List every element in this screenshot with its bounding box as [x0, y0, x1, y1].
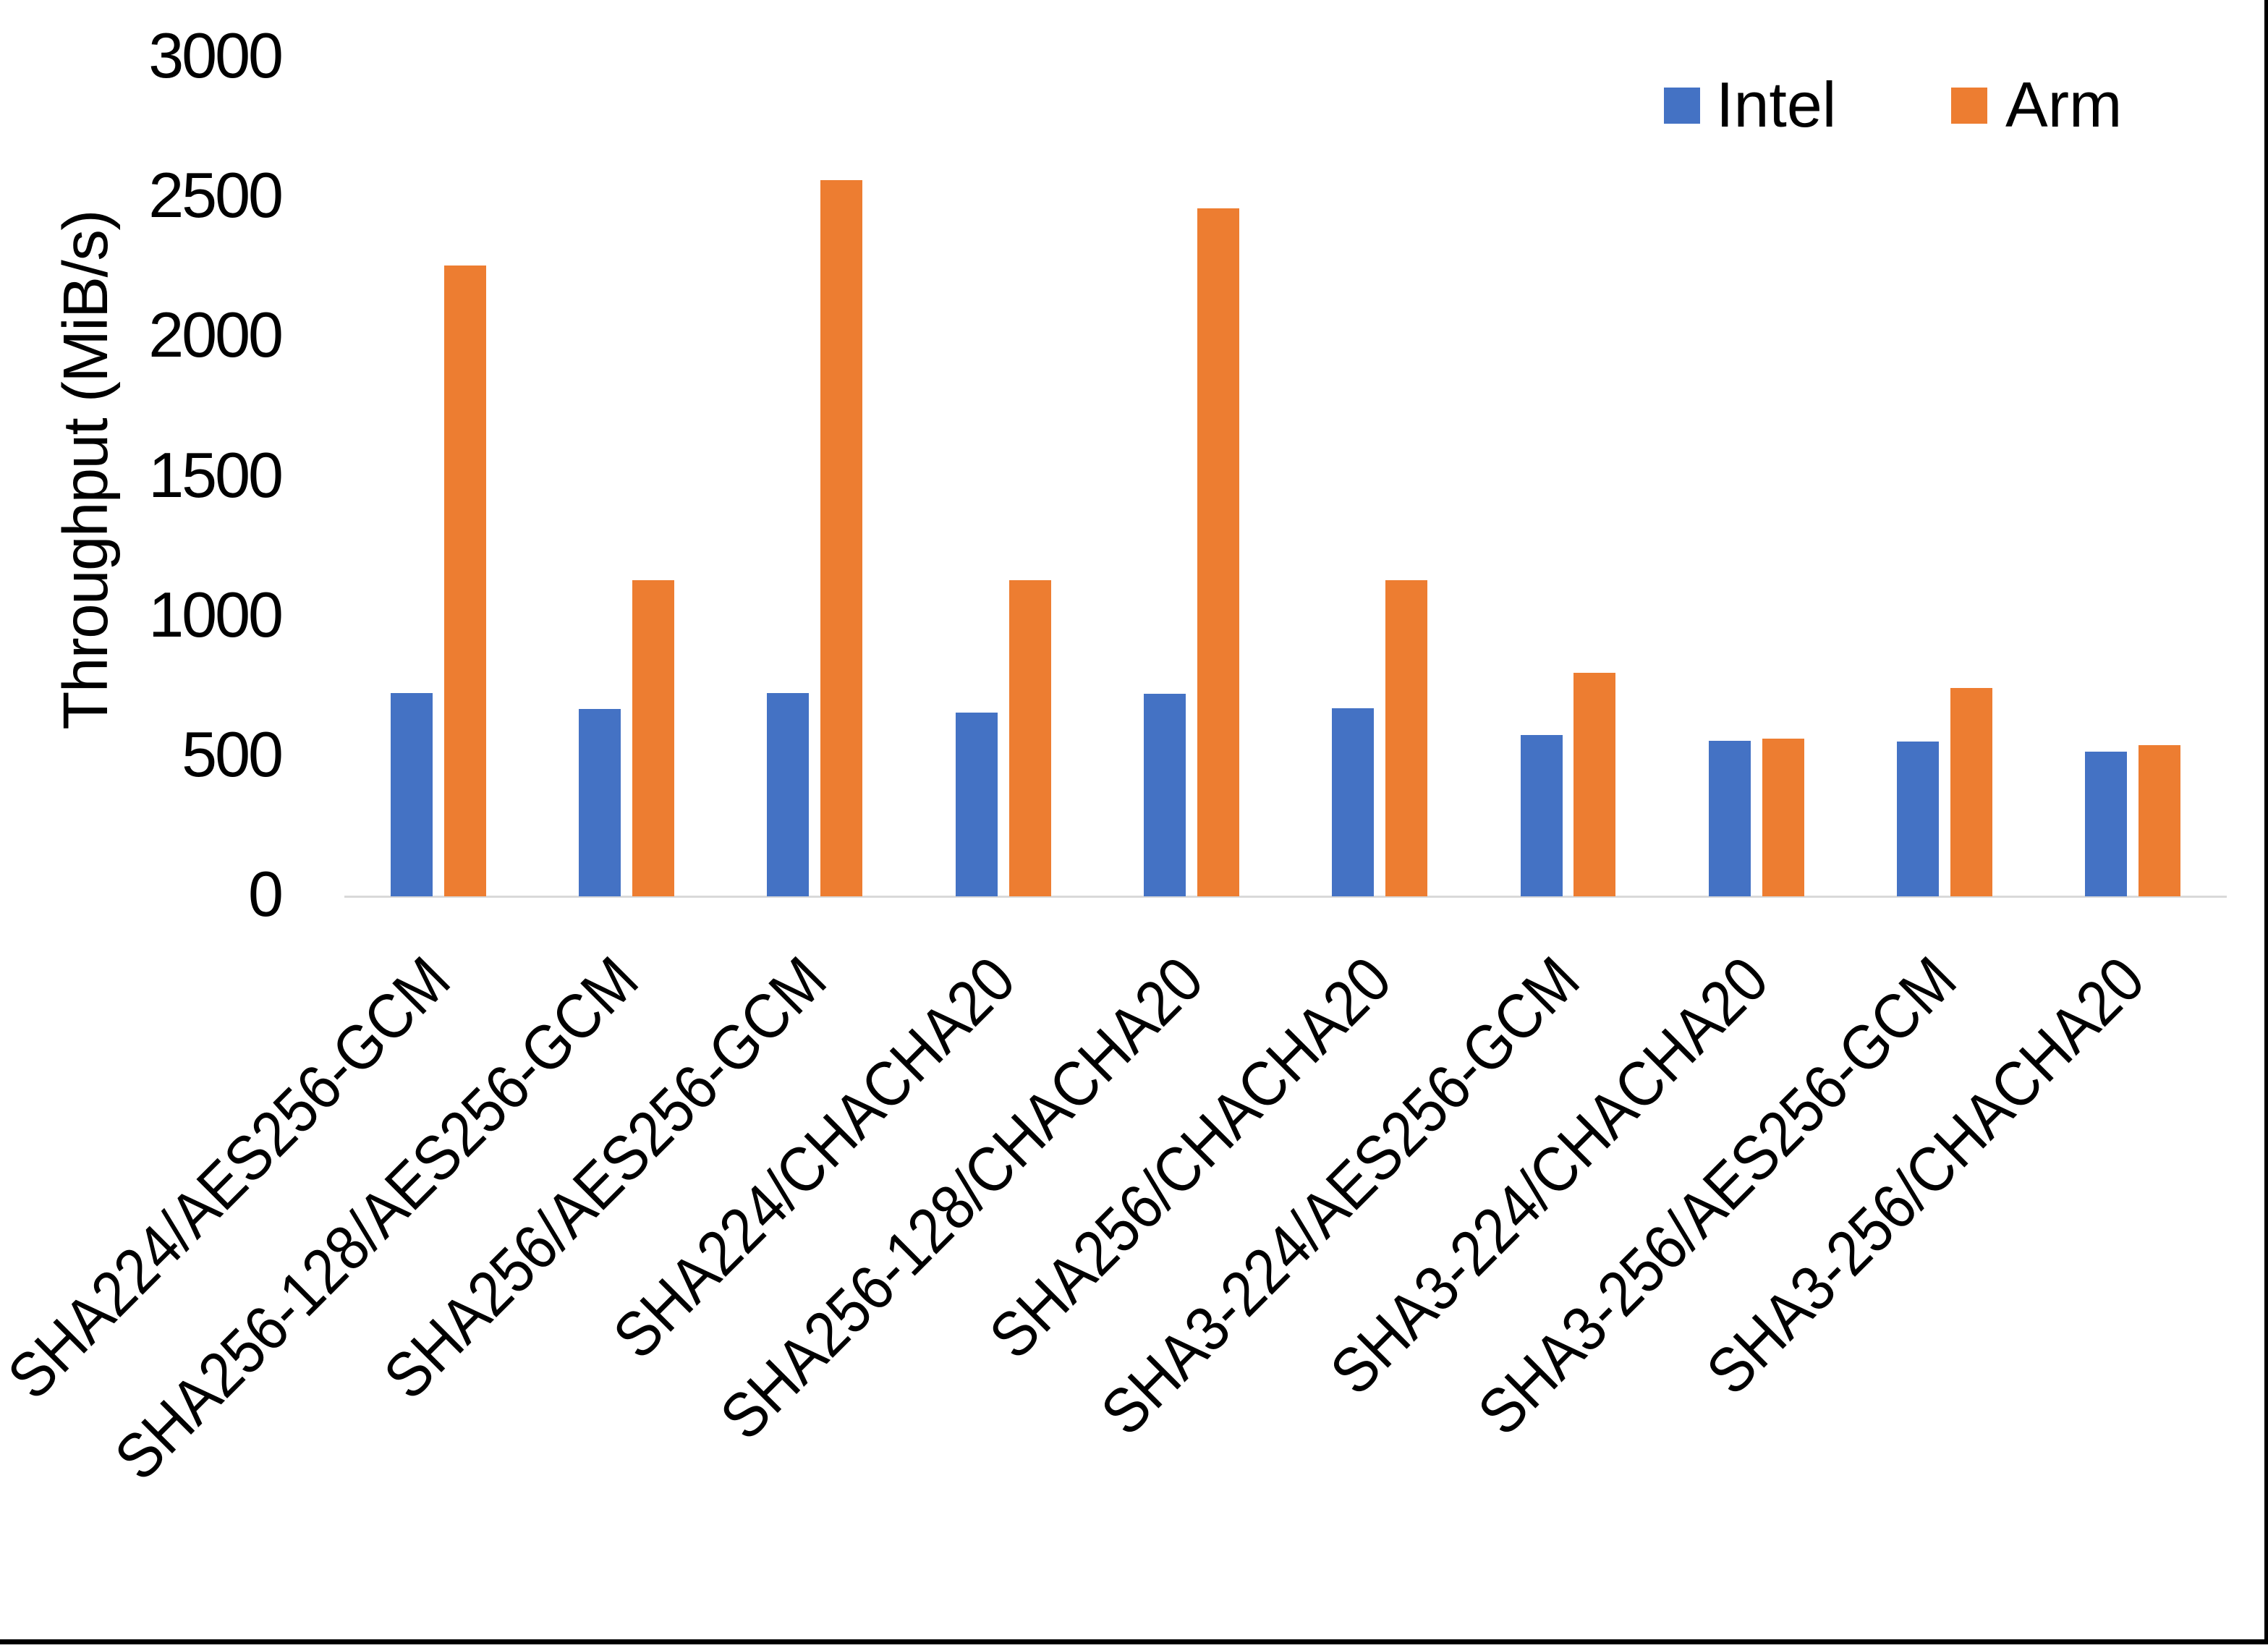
svg-text:2000: 2000 [148, 299, 281, 370]
svg-text:0: 0 [248, 858, 281, 930]
svg-text:500: 500 [182, 718, 281, 790]
svg-text:Throughput (MiB/s): Throughput (MiB/s) [51, 211, 121, 730]
svg-text:2500: 2500 [148, 159, 281, 231]
svg-text:1000: 1000 [148, 579, 281, 650]
svg-text:1500: 1500 [148, 439, 281, 511]
svg-text:Arm: Arm [2005, 69, 2122, 140]
svg-text:Intel: Intel [1716, 69, 1836, 140]
svg-text:3000: 3000 [148, 20, 281, 91]
